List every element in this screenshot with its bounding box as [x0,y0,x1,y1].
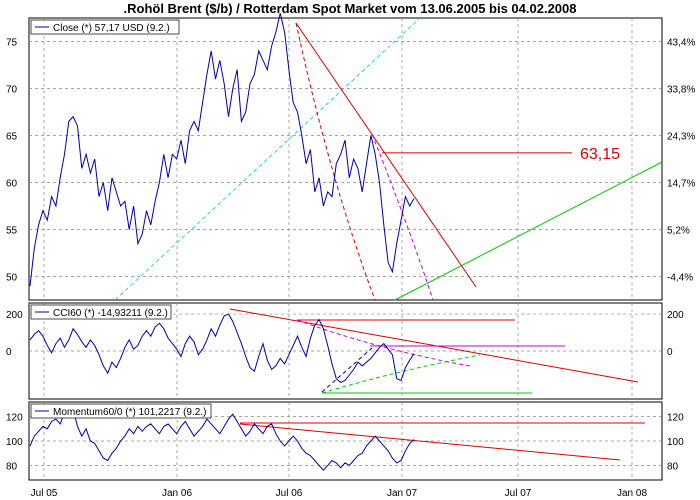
x-tick-label: Jul 07 [505,488,532,499]
axis-ticks: Jul 05 Jan 06 Jul 06 Jan 07 Jul 07 Jan 08 75 43… [6,38,695,500]
y-tick-label-right: 0 [667,347,673,358]
y-tick-label-right: 80 [667,461,679,472]
support-trendline [394,161,663,301]
y-tick-label-right: 43,4% [667,38,695,49]
cci-support-fan [321,354,481,394]
legend-label: CCI60 (*) -14,93211 (9.2.) [53,308,168,319]
series-line [29,406,415,472]
legend-label: Close (*) 57,17 USD (9.2.) [53,23,170,34]
y-tick-label-left: 80 [6,461,18,472]
resistance-fan-line [295,22,376,301]
y-tick-label-right: -4,4% [667,273,693,284]
x-tick-label: Jan 06 [162,488,192,499]
y-tick-label-right: 200 [667,310,684,321]
panel-frame [28,17,663,301]
aux-trendline [114,17,421,301]
y-tick-label-left: 75 [6,38,18,49]
x-tick-label: Jan 08 [617,488,647,499]
y-tick-label-left: 50 [6,273,18,284]
trend-overlays: 63,15 [114,17,663,461]
y-tick-label-left: 65 [6,132,18,143]
y-tick-label-right: 100 [667,437,684,448]
y-tick-label-right: 5,2% [667,226,690,237]
series-line [29,313,415,383]
legends: Close (*) 57,17 USD (9.2.) CCI60 (*) -14,… [30,19,212,419]
y-tick-label-right: 24,3% [667,132,695,143]
y-tick-label-right: 120 [667,413,684,424]
legend-box [30,403,212,419]
level-annotation: 63,15 [580,146,620,163]
x-tick-label: Jul 06 [276,488,303,499]
legend-label: Momentum60/0 (*) 101,2217 (9.2.) [53,407,206,418]
legend-box [30,19,180,35]
x-tick-label: Jan 07 [387,488,417,499]
data-series [29,13,415,472]
cci-fan-line [296,319,471,367]
y-tick-label-left: 120 [6,413,23,424]
series-line [29,13,415,286]
y-tick-label-left: 100 [6,437,23,448]
y-tick-label-left: 0 [6,347,12,358]
legend-box [30,304,172,320]
y-tick-label-left: 70 [6,85,18,96]
momentum-trendline [239,423,621,461]
chart-title: .Rohöl Brent ($/b) / Rotterdam Spot Mark… [123,1,577,16]
x-tick-label: Jul 05 [31,488,58,499]
fan-line [371,133,434,301]
y-tick-label-right: 14,7% [667,179,695,190]
y-tick-label-left: 55 [6,226,18,237]
y-tick-label-left: 60 [6,179,18,190]
y-tick-label-left: 200 [6,310,23,321]
y-tick-label-right: 33,8% [667,85,695,96]
resistance-trendline [295,22,477,288]
